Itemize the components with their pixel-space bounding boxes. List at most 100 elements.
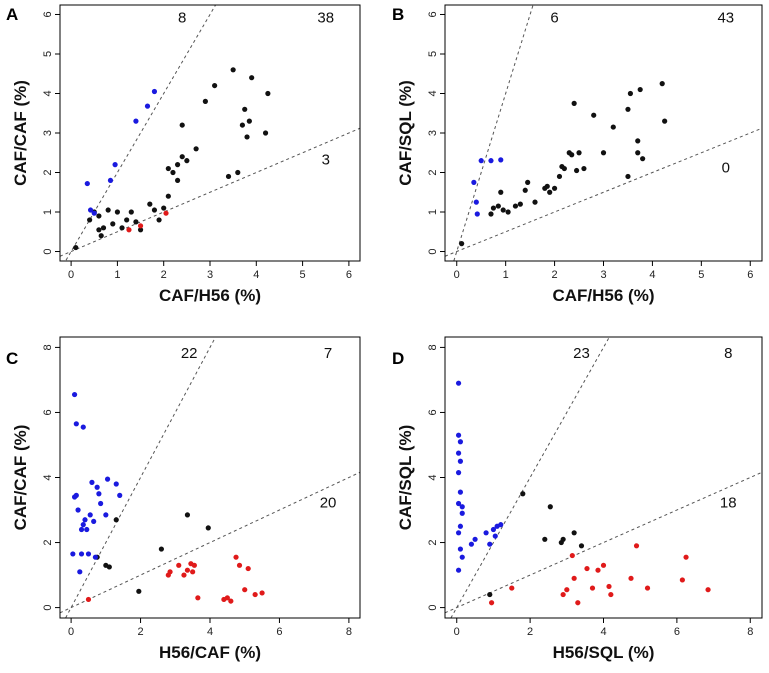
data-point-black xyxy=(179,154,185,160)
data-point-red xyxy=(679,577,685,583)
x-tick-label: 3 xyxy=(207,269,213,281)
data-point-blue xyxy=(71,391,78,398)
data-point-blue xyxy=(98,500,104,507)
data-point-black xyxy=(161,205,167,211)
data-point-black xyxy=(119,225,125,231)
data-point-black xyxy=(520,491,526,497)
x-tick-label: 2 xyxy=(161,269,167,281)
data-point-black xyxy=(239,122,246,128)
data-point-red xyxy=(608,591,614,598)
x-axis-title: CAF/H56 (%) xyxy=(552,286,654,305)
y-tick-label: 3 xyxy=(427,130,439,136)
panel-letter: B xyxy=(392,5,404,24)
data-point-blue xyxy=(87,207,94,213)
data-point-black xyxy=(133,219,139,225)
data-point-blue xyxy=(498,522,504,528)
data-point-blue xyxy=(117,492,123,498)
data-point-black xyxy=(459,241,465,247)
data-point-black xyxy=(547,504,553,510)
x-tick-label: 0 xyxy=(454,626,460,638)
reference-line-upper xyxy=(64,337,217,618)
data-point-blue xyxy=(70,551,76,557)
data-point-blue xyxy=(455,500,462,507)
data-point-red xyxy=(252,591,258,598)
data-point-black xyxy=(662,118,668,124)
data-point-black xyxy=(98,233,104,239)
reference-line-lower xyxy=(445,471,762,614)
data-point-black xyxy=(249,75,255,81)
region-count: 23 xyxy=(573,345,590,362)
region-count: 20 xyxy=(320,494,337,511)
data-point-red xyxy=(628,575,634,581)
data-point-black xyxy=(174,177,181,184)
region-count: 43 xyxy=(717,9,734,26)
y-tick-label: 2 xyxy=(427,539,439,545)
y-tick-label: 4 xyxy=(427,474,439,480)
data-point-blue xyxy=(91,210,97,216)
data-point-blue xyxy=(488,158,494,164)
data-point-black xyxy=(610,124,616,130)
data-point-black xyxy=(73,244,79,251)
data-point-red xyxy=(195,595,201,601)
x-tick-label: 8 xyxy=(747,626,753,638)
data-point-blue xyxy=(103,512,109,518)
data-point-red xyxy=(184,567,191,573)
region-count: 0 xyxy=(722,160,730,177)
x-tick-label: 6 xyxy=(276,626,282,638)
data-point-red xyxy=(509,585,515,591)
data-point-black xyxy=(165,165,171,172)
region-count: 38 xyxy=(317,9,334,26)
data-point-red xyxy=(600,562,607,568)
data-point-red xyxy=(245,565,251,572)
x-tick-label: 2 xyxy=(527,626,533,638)
x-tick-label: 4 xyxy=(600,626,606,638)
data-point-black xyxy=(490,205,497,211)
panel-letter: A xyxy=(6,5,18,24)
data-point-blue xyxy=(457,546,464,552)
data-point-blue xyxy=(84,526,90,533)
reference-line-lower xyxy=(60,127,360,257)
y-tick-label: 1 xyxy=(42,209,54,215)
data-point-blue xyxy=(487,541,493,547)
panel-a: 0 1 2 3 4 5 6 0 1 2 3 4 5 6 CAF/H56 (%) CAF/CAF (%) A 8 38… xyxy=(6,4,361,305)
data-point-black xyxy=(230,67,236,73)
data-point-black xyxy=(517,201,523,207)
y-tick-label: 0 xyxy=(42,248,54,254)
data-point-blue xyxy=(478,158,484,164)
y-axis-title: CAF/SQL (%) xyxy=(396,425,415,530)
data-point-blue xyxy=(455,432,462,438)
data-point-black xyxy=(202,98,208,104)
data-point-black xyxy=(184,512,191,518)
data-point-black xyxy=(576,150,582,156)
panel-c: 0 2 4 6 8 0 2 4 6 8 H56/CAF (%) CAF/CAF (%) C 22 7 20 xyxy=(6,336,361,662)
data-point-black xyxy=(542,536,548,542)
data-point-black xyxy=(158,546,164,552)
region-count: 18 xyxy=(720,494,737,511)
data-point-blue xyxy=(73,492,79,498)
data-point-blue xyxy=(492,533,498,539)
data-point-black xyxy=(578,543,585,549)
x-tick-label: 4 xyxy=(207,626,213,638)
data-point-black xyxy=(96,213,102,219)
data-point-blue xyxy=(490,526,497,533)
data-point-blue xyxy=(80,522,86,528)
data-point-black xyxy=(179,122,185,128)
x-axis-title: H56/CAF (%) xyxy=(159,643,261,662)
data-point-black xyxy=(627,90,634,97)
panel-letter: C xyxy=(6,349,18,368)
data-point-red xyxy=(705,587,711,593)
data-point-black xyxy=(591,112,597,118)
y-tick-label: 2 xyxy=(42,539,54,545)
x-tick-label: 5 xyxy=(300,269,306,281)
data-point-blue xyxy=(471,179,477,185)
reference-line-lower xyxy=(60,471,360,614)
data-point-blue xyxy=(483,530,489,536)
y-tick-label: 0 xyxy=(42,605,54,611)
x-tick-label: 3 xyxy=(600,269,606,281)
data-point-blue xyxy=(151,88,158,95)
x-tick-label: 6 xyxy=(747,269,753,281)
data-point-black xyxy=(640,156,646,162)
data-point-red xyxy=(569,552,575,559)
data-point-black xyxy=(560,536,566,542)
region-count: 8 xyxy=(724,345,732,362)
